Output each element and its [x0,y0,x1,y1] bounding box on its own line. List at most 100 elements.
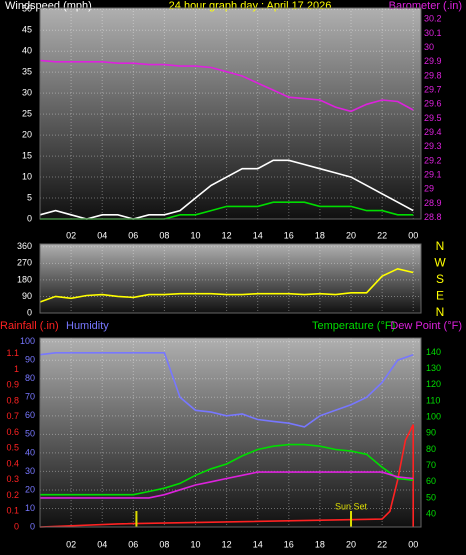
y2-tick-label: 60 [426,476,436,486]
x-tick-label: 16 [284,539,294,549]
x-tick-label: 18 [315,230,325,240]
y2-tick-label: S [436,272,444,286]
legend-entry: Dew Point (°F) [390,320,462,332]
y2-tick-label: 28.9 [424,198,442,208]
x-tick-label: 02 [66,230,76,240]
panel-bg [40,8,421,219]
y2-tick-label: 130 [426,363,441,373]
x-tick-label: 22 [377,230,387,240]
x-tick-label: 10 [191,230,201,240]
x-tick-label: 04 [97,230,107,240]
y-tick-label: 30 [25,466,35,476]
y-tick-label: 5 [27,192,32,202]
y-tick-label: 40 [22,46,32,56]
y-tick-label: 270 [17,258,32,268]
y-tick-label: 10 [22,171,32,181]
y-tick-label: 80 [25,373,35,383]
y2-tick-label: 28.8 [424,212,442,222]
y3-tick-label: 0.2 [6,490,19,500]
y-tick-label: 180 [17,274,32,284]
y-tick-label: 90 [25,355,35,365]
y-tick-label: 15 [22,150,32,160]
y3-tick-label: 0 [14,521,19,531]
y2-tick-label: 29.5 [424,113,442,123]
y2-tick-label: 30.2 [424,14,442,24]
x-tick-label: 08 [159,230,169,240]
y2-tick-label: 29.3 [424,141,442,151]
series-line [40,443,414,496]
x-tick-label: 14 [253,230,263,240]
y-tick-label: 35 [22,67,32,77]
y2-tick-label: N [436,305,445,319]
y2-tick-label: 70 [426,460,436,470]
x-tick-label: 14 [253,539,263,549]
x-tick-label: 00 [408,539,418,549]
plot-border [39,7,422,220]
x-tick-label: 08 [159,539,169,549]
x-tick-label: 02 [66,539,76,549]
series-line [39,267,414,303]
y-tick-label: 40 [25,447,35,457]
y-label: Windspeed (mph) [5,0,92,12]
y3-tick-label: 0.3 [6,474,19,484]
y-tick-label: 360 [17,241,32,251]
x-tick-label: 10 [191,539,201,549]
y3-tick-label: 0.4 [6,458,19,468]
y2-tick-label: 90 [426,428,436,438]
plot-border [39,243,422,314]
y2-tick-label: 29.8 [424,70,442,80]
x-tick-label: 22 [377,539,387,549]
y2-tick-label: 100 [426,412,441,422]
x-tick-label: 06 [128,539,138,549]
y2-tick-label: 29.4 [424,127,442,137]
y-tick-label: 50 [25,429,35,439]
y-tick-label: 50 [22,4,32,14]
x-tick-label: 06 [128,230,138,240]
y2-tick-label: 29.6 [424,99,442,109]
y2-tick-label: 29.1 [424,169,442,179]
series-line [39,59,414,113]
series-line [39,424,414,528]
series-line [39,159,414,220]
x-tick-label: 04 [97,539,107,549]
y2-tick-label: 30.1 [424,28,442,38]
y2-label: Barometer (.in) [389,0,462,12]
y3-tick-label: 0.8 [6,395,19,405]
y-tick-label: 0 [30,521,35,531]
y-tick-label: 25 [22,109,32,119]
y-tick-label: 0 [27,213,32,223]
y-tick-label: 20 [25,484,35,494]
legend-entry: Rainfall (.in) [0,320,59,332]
y2-tick-label: 110 [426,395,440,405]
y-tick-label: 0 [27,307,32,317]
y3-tick-label: 0.9 [6,380,19,390]
x-tick-label: 16 [284,230,294,240]
y2-tick-label: 29 [424,184,434,194]
legend-entry: Temperature (°F) [312,320,395,332]
x-tick-label: 12 [222,230,232,240]
y3-tick-label: 0.1 [6,506,19,516]
chart-title: 24 hour graph day : April 17 2026 [169,0,332,12]
y2-tick-label: N [436,239,445,253]
x-tick-label: 20 [346,539,356,549]
y3-tick-label: 1.1 [6,348,19,358]
plot-border [39,337,422,528]
y-tick-label: 30 [22,88,32,98]
y-tick-label: 45 [22,25,32,35]
y2-tick-label: 40 [426,508,436,518]
y2-tick-label: 29.2 [424,155,442,165]
series-line [40,471,414,499]
y-tick-label: 10 [25,503,35,513]
y-tick-label: 100 [20,336,35,346]
y2-tick-label: 29.7 [424,85,442,95]
y3-tick-label: 0.6 [6,427,19,437]
y-tick-label: 90 [22,291,32,301]
y3-tick-label: 0.7 [6,411,19,421]
legend-entry: Humidity [66,320,109,332]
y3-tick-label: 0.5 [6,443,19,453]
y2-tick-label: E [436,289,444,303]
series-line [39,352,414,428]
annotation: Sun Set [335,501,368,511]
y2-tick-label: 80 [426,444,436,454]
y2-tick-label: 30 [424,42,434,52]
